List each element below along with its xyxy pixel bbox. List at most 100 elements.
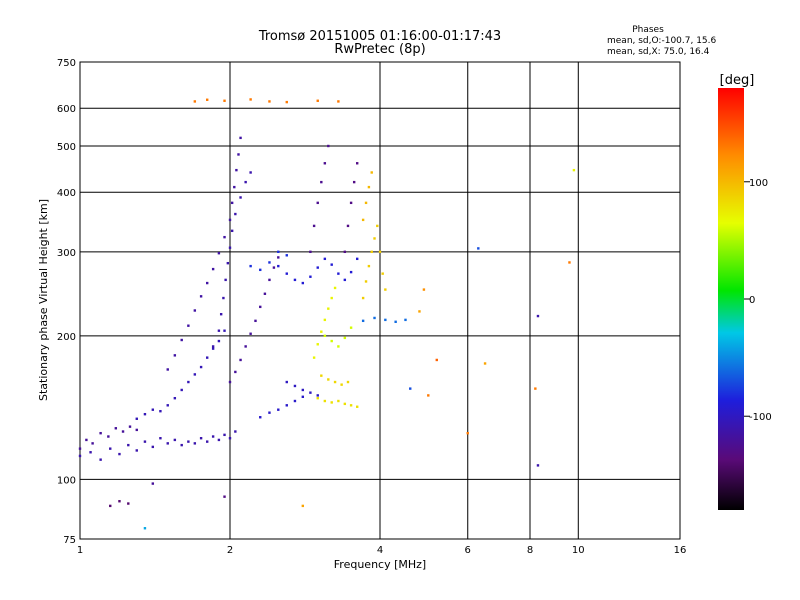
data-point [343, 336, 347, 340]
stats-heading: Phases [632, 25, 664, 35]
data-points [78, 98, 576, 530]
data-point [316, 266, 319, 269]
data-point [355, 162, 359, 165]
data-point [228, 246, 232, 249]
data-point [285, 254, 288, 257]
data-point [320, 330, 323, 333]
data-point [211, 345, 215, 348]
data-point [355, 405, 359, 408]
colorbar-tick-label: 0 [749, 295, 755, 306]
data-point [384, 318, 387, 322]
data-point [199, 295, 203, 298]
data-point [78, 447, 82, 450]
data-point [316, 396, 319, 400]
data-point [337, 399, 340, 403]
data-point [277, 408, 280, 411]
data-point [367, 264, 371, 268]
data-point [78, 454, 82, 458]
x-tick-label: 6 [465, 545, 471, 556]
data-point [361, 319, 365, 323]
data-point [268, 278, 271, 282]
data-point [223, 235, 226, 239]
colorbar-tick-label: -100 [749, 412, 772, 423]
data-point [435, 358, 438, 362]
y-tick-label: 750 [57, 58, 76, 69]
data-point [346, 380, 350, 384]
data-point [91, 442, 94, 445]
data-point [285, 100, 288, 104]
data-point [173, 354, 177, 357]
data-point [180, 388, 183, 392]
data-point [193, 442, 197, 445]
data-point [249, 171, 252, 174]
y-axis-ticks: 75 100 200 300 400 500 600 750 [57, 58, 76, 546]
data-point [121, 430, 125, 433]
data-point [343, 278, 347, 282]
data-point [330, 401, 333, 404]
data-point [166, 404, 169, 407]
colorbar-label: [deg] [720, 73, 755, 88]
data-point [404, 318, 407, 322]
data-point [323, 162, 327, 165]
data-point [370, 171, 373, 174]
data-point [228, 437, 232, 440]
data-point [217, 329, 221, 332]
data-point [244, 180, 247, 184]
data-point [128, 425, 132, 428]
data-point [223, 99, 226, 102]
y-tick-label: 600 [57, 104, 76, 115]
data-point [370, 250, 373, 254]
data-point [193, 373, 197, 376]
data-point [333, 286, 337, 290]
data-point [343, 250, 347, 254]
y-tick-label: 100 [57, 475, 76, 486]
data-point [409, 387, 412, 390]
data-point [135, 449, 138, 452]
colorbar-tick-label: 100 [749, 178, 768, 189]
data-point [235, 168, 238, 172]
data-point [199, 365, 203, 369]
data-point [355, 257, 359, 261]
data-point [228, 380, 232, 384]
data-point [151, 445, 155, 449]
data-point [199, 437, 203, 440]
data-point [263, 292, 267, 295]
data-point [226, 261, 230, 265]
data-point [85, 438, 88, 442]
data-point [309, 250, 312, 254]
data-point [127, 502, 130, 505]
data-point [364, 201, 368, 205]
data-point [316, 394, 319, 397]
data-point [127, 443, 130, 447]
data-point [337, 272, 340, 275]
x-tick-label: 8 [527, 545, 533, 556]
data-point [193, 309, 197, 312]
data-point [89, 451, 92, 454]
data-point [234, 370, 237, 374]
data-point [349, 326, 353, 329]
grid-lines [80, 62, 680, 539]
data-point [180, 443, 183, 447]
data-point [340, 383, 343, 386]
data-point [249, 332, 252, 335]
y-tick-label: 300 [57, 248, 76, 259]
plot-area [78, 61, 681, 540]
data-point [233, 185, 236, 189]
data-point [217, 438, 221, 442]
data-point [483, 362, 487, 365]
data-point [259, 416, 262, 419]
data-point [337, 100, 340, 103]
x-tick-label: 2 [227, 545, 233, 556]
data-point [536, 314, 540, 318]
data-point [330, 339, 333, 343]
data-point [427, 394, 430, 397]
data-point [378, 250, 382, 254]
data-point [259, 268, 262, 272]
data-point [249, 264, 252, 268]
y-tick-label: 500 [57, 142, 76, 153]
x-tick-label: 16 [674, 545, 687, 556]
data-point [333, 380, 337, 384]
data-point [219, 312, 223, 316]
data-point [223, 329, 226, 332]
stats-line-o: mean, sd,O:-100.7, 15.6 [607, 36, 717, 46]
